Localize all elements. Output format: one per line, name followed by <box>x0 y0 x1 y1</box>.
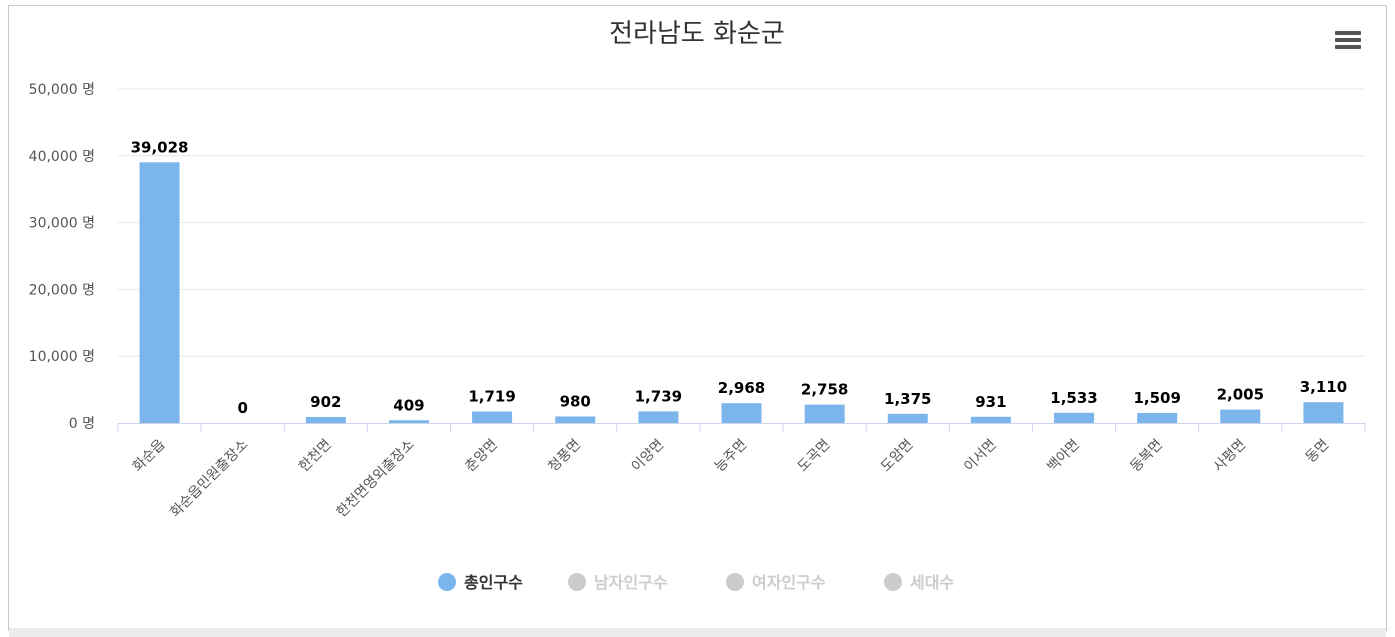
legend-label: 남자인구수 <box>594 573 668 592</box>
bar[interactable] <box>887 413 928 423</box>
bar-value-label: 39,028 <box>131 138 189 156</box>
legend-item[interactable]: 남자인구수 <box>568 573 668 592</box>
bar-value-label: 2,758 <box>801 381 848 399</box>
y-tick-label: 10,000 명 <box>29 349 95 365</box>
bar[interactable] <box>1137 412 1178 423</box>
bar-value-label: 980 <box>560 392 591 410</box>
bar[interactable] <box>804 404 845 423</box>
x-category-label: 백아면 <box>1044 437 1083 476</box>
x-category-label: 도암면 <box>878 437 917 476</box>
x-category-label: 능주면 <box>712 437 751 476</box>
legend-marker <box>568 573 586 591</box>
legend-label: 여자인구수 <box>752 573 826 592</box>
menu-line <box>1335 31 1361 35</box>
bar-value-label: 931 <box>975 393 1006 411</box>
bar[interactable] <box>555 416 596 423</box>
bar[interactable] <box>305 416 346 423</box>
chart-container <box>8 5 1387 631</box>
bar-value-label: 1,739 <box>635 387 682 405</box>
y-tick-label: 0 명 <box>69 416 95 432</box>
bar-value-label: 2,005 <box>1217 386 1264 404</box>
legend-item[interactable]: 총인구수 <box>438 573 523 592</box>
x-category-label: 화순읍민원출장소 <box>167 436 251 520</box>
legend-item[interactable]: 세대수 <box>884 573 954 592</box>
y-tick-label: 20,000 명 <box>29 282 95 298</box>
bar-value-label: 1,719 <box>468 388 515 406</box>
x-category-label: 사평면 <box>1210 437 1249 476</box>
menu-line <box>1335 38 1361 42</box>
bar[interactable] <box>1054 412 1095 423</box>
x-category-label: 한천면 <box>296 437 335 476</box>
bar-value-label: 902 <box>310 393 341 411</box>
bar[interactable] <box>139 162 180 423</box>
y-tick-label: 50,000 명 <box>29 82 95 98</box>
footer-strip <box>9 628 1386 637</box>
bar-value-label: 1,375 <box>884 390 931 408</box>
bar-value-label: 2,968 <box>718 379 765 397</box>
bar[interactable] <box>970 416 1011 423</box>
x-category-label: 동복면 <box>1127 437 1166 476</box>
x-category-label: 도곡면 <box>795 437 834 476</box>
hamburger-menu-icon[interactable] <box>1333 28 1363 54</box>
menu-line <box>1335 45 1361 49</box>
bar-value-label: 0 <box>237 399 247 417</box>
x-category-label: 한천면영외출장소 <box>334 436 418 520</box>
x-category-label: 동면 <box>1303 437 1333 467</box>
x-category-label: 이양면 <box>629 437 668 476</box>
x-category-label: 춘양면 <box>462 437 501 476</box>
legend-marker <box>726 573 744 591</box>
y-tick-label: 40,000 명 <box>29 149 95 165</box>
bar[interactable] <box>1303 402 1344 423</box>
bar[interactable] <box>721 403 762 423</box>
y-tick-label: 30,000 명 <box>29 216 95 232</box>
bar-value-label: 1,533 <box>1050 389 1097 407</box>
bar[interactable] <box>1220 409 1261 423</box>
legend-marker <box>884 573 902 591</box>
legend-item[interactable]: 여자인구수 <box>726 573 826 592</box>
legend-label: 총인구수 <box>464 573 523 592</box>
x-category-label: 화순읍 <box>130 436 169 475</box>
chart-title: 전라남도 화순군 <box>609 19 785 49</box>
legend-label: 세대수 <box>910 573 954 592</box>
x-category-label: 이서면 <box>961 437 1000 476</box>
bar-value-label: 1,509 <box>1133 389 1180 407</box>
x-category-label: 청풍면 <box>545 437 584 476</box>
bar[interactable] <box>472 411 513 423</box>
legend-marker <box>438 573 456 591</box>
bar[interactable] <box>388 420 429 423</box>
bar[interactable] <box>638 411 679 423</box>
bar-value-label: 3,110 <box>1300 378 1347 396</box>
bar-value-label: 409 <box>393 396 424 414</box>
